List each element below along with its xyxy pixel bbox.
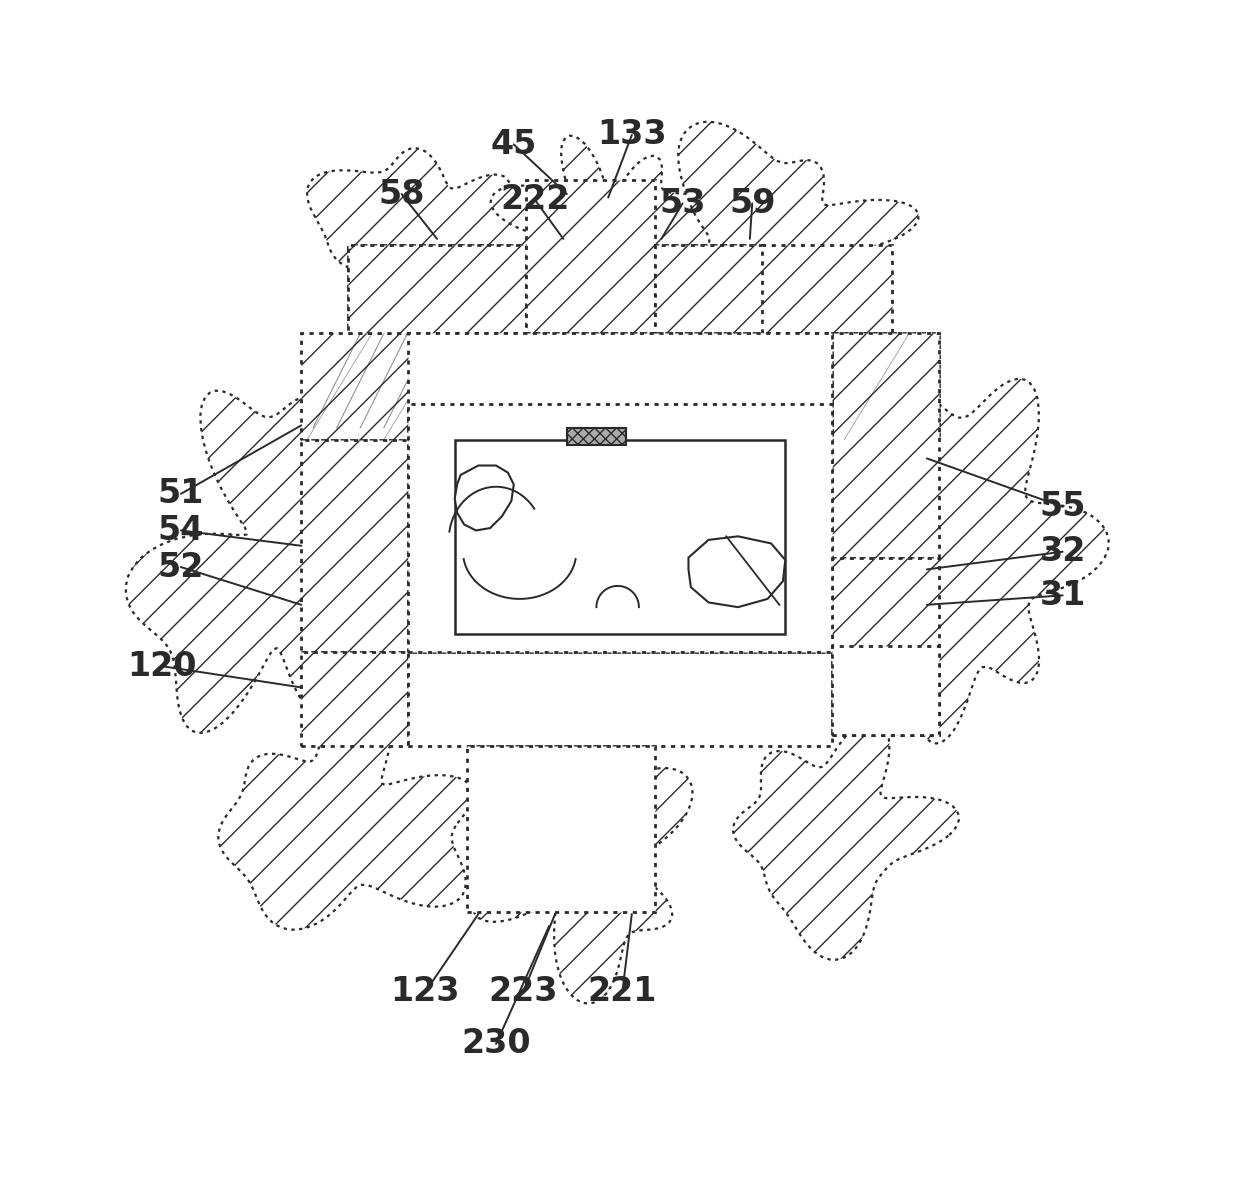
Text: 53: 53 — [660, 187, 706, 219]
Text: 221: 221 — [588, 976, 657, 1008]
Bar — [348, 244, 892, 333]
Text: 51: 51 — [157, 477, 205, 510]
Text: 223: 223 — [489, 976, 558, 1008]
Bar — [301, 440, 408, 652]
Text: 52: 52 — [157, 550, 205, 584]
Bar — [567, 428, 626, 446]
Polygon shape — [125, 390, 415, 733]
Text: 55: 55 — [1039, 490, 1086, 523]
Bar — [301, 333, 939, 440]
Polygon shape — [471, 760, 692, 1003]
Text: 120: 120 — [128, 650, 197, 683]
Polygon shape — [676, 122, 919, 337]
Text: 59: 59 — [729, 187, 775, 219]
Text: 222: 222 — [500, 184, 569, 216]
Bar — [656, 244, 761, 333]
Text: 58: 58 — [378, 178, 425, 210]
Text: 45: 45 — [491, 128, 537, 161]
Bar — [348, 244, 526, 333]
Polygon shape — [688, 536, 785, 607]
Text: 31: 31 — [1039, 579, 1086, 612]
Polygon shape — [455, 466, 513, 530]
Bar — [832, 646, 939, 734]
Bar — [832, 557, 939, 734]
Polygon shape — [218, 674, 474, 930]
Bar — [455, 440, 785, 635]
Bar — [408, 404, 832, 652]
Polygon shape — [807, 378, 1109, 744]
Text: 133: 133 — [596, 119, 667, 152]
Bar — [526, 180, 656, 333]
Text: 123: 123 — [391, 976, 460, 1008]
Text: 54: 54 — [157, 514, 205, 547]
Bar — [301, 652, 408, 746]
Bar — [408, 652, 832, 746]
Polygon shape — [308, 148, 579, 356]
Text: 32: 32 — [1039, 535, 1086, 568]
Polygon shape — [491, 135, 729, 332]
Polygon shape — [733, 720, 959, 959]
Bar — [466, 746, 656, 912]
Bar — [832, 333, 939, 557]
Text: 230: 230 — [461, 1027, 531, 1060]
Bar — [408, 333, 832, 440]
